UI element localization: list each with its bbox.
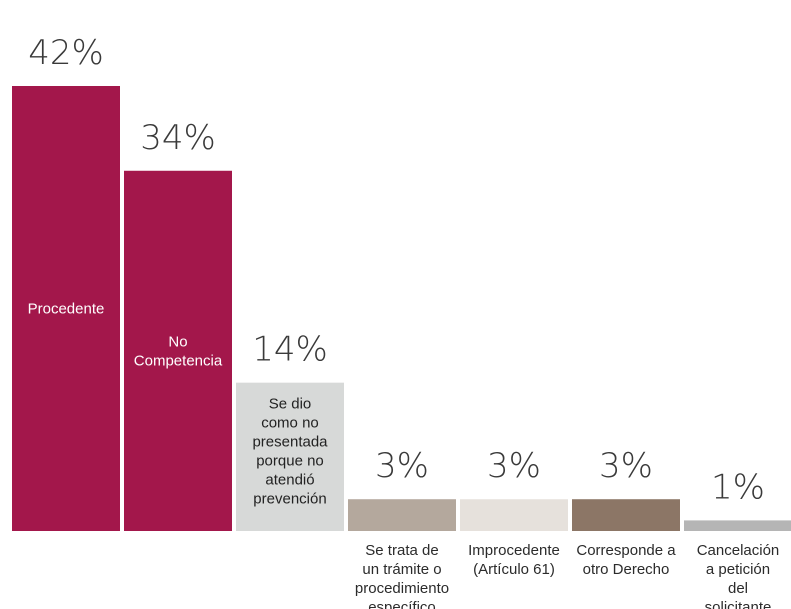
bar-3 [348, 499, 456, 531]
bar-0 [12, 86, 120, 531]
bar-5 [572, 499, 680, 531]
data-label-4: 3% [487, 446, 541, 486]
bar-2 [236, 382, 344, 531]
bar-4 [460, 499, 568, 531]
category-label-4: Improcedente (Artículo 61) [468, 542, 560, 578]
category-label-0: Procedente [28, 301, 105, 318]
data-label-2: 14% [252, 330, 328, 370]
category-label-5: Corresponde a otro Derecho [576, 542, 676, 578]
data-label-0: 42% [28, 33, 104, 73]
data-label-1: 34% [140, 118, 216, 158]
bar-6 [684, 520, 791, 531]
category-label-2: Se dio como no presentada porque no atendió p… [252, 396, 328, 508]
data-label-3: 3% [375, 446, 429, 486]
data-label-6: 1% [711, 467, 765, 507]
data-label-5: 3% [599, 446, 653, 486]
category-label-6: Cancelación a petición del solicitante [697, 542, 780, 609]
category-label-1: No Competencia [134, 333, 223, 369]
bar-1 [124, 170, 232, 531]
category-label-3: Se trata de un trámite o procedimiento espe… [355, 542, 449, 609]
